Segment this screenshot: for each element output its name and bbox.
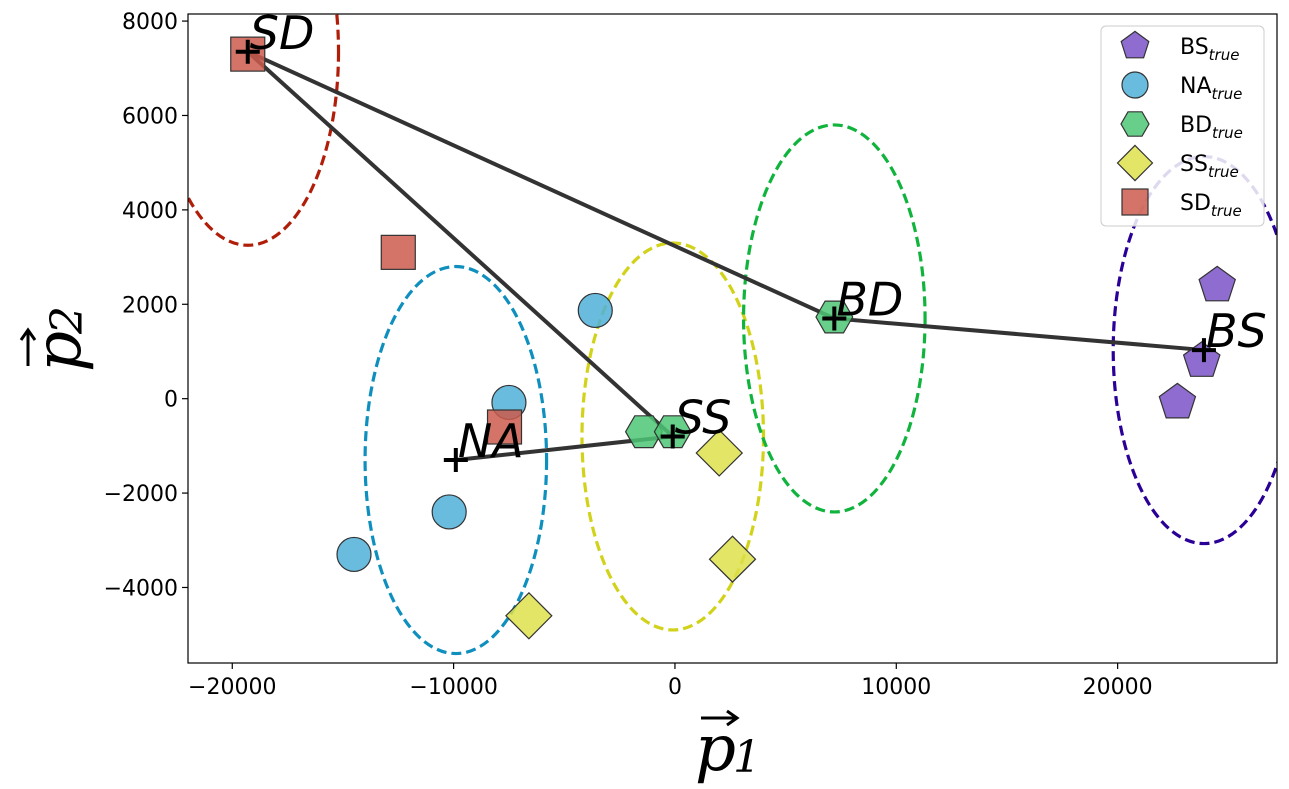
data-point-bd (624, 415, 663, 449)
x-tick-label: −10000 (409, 675, 497, 700)
centroid-marker-na (443, 448, 468, 473)
cluster-circle-na (363, 264, 549, 656)
data-point-bs (1198, 265, 1237, 302)
x-tick-label: 10000 (861, 675, 931, 700)
y-tick-label: −4000 (104, 576, 178, 601)
x-tick-label: −20000 (188, 675, 276, 700)
edge-bd-bs (834, 316, 1205, 353)
legend-label-na: NAtrue (1180, 74, 1242, 103)
centroid-label-sd: SD (250, 6, 315, 60)
centroid-marker-sd (235, 39, 260, 64)
data-point-ss (708, 535, 757, 583)
legend-marker-bd (1120, 111, 1150, 137)
legend-label-sd: SDtrue (1180, 191, 1242, 220)
cluster-circle-sd (188, 14, 341, 247)
x-axis-label-sub: 1 (733, 732, 761, 783)
legend-marker-sd (1121, 188, 1149, 216)
legend-marker-ss (1116, 144, 1154, 182)
x-axis-vector-arrowhead (726, 709, 740, 727)
y-axis-ticks: −4000 −2000 0 2000 4000 6000 8000 (104, 10, 188, 601)
legend-label-ss: SStrue (1180, 152, 1239, 181)
x-axis-ticks: −20000 −10000 0 10000 20000 (188, 663, 1153, 700)
data-point-ss (505, 591, 553, 640)
centroid-label-na: NA (458, 414, 524, 468)
centroid-edges (246, 49, 1205, 463)
y-tick-label: 2000 (122, 293, 178, 318)
data-point-na (431, 494, 467, 530)
centroid-marker-bd (822, 306, 847, 331)
y-axis-label-sub: 2 (42, 306, 93, 335)
data-point-sd (380, 234, 416, 270)
edge-sd-bd (246, 49, 836, 321)
cluster-circle-bd (741, 123, 927, 514)
data-point-bs (1158, 382, 1197, 419)
centroid-label-ss: SS (675, 390, 732, 444)
data-point-ss (695, 429, 744, 477)
y-tick-label: −2000 (104, 482, 178, 507)
legend-marker-bs (1120, 30, 1150, 59)
centroid-label-bd: BD (836, 272, 903, 326)
data-point-sd (486, 409, 523, 445)
centroid-markers: SD NA SS BD BS (235, 6, 1267, 473)
x-tick-label: 20000 (1083, 675, 1153, 700)
y-tick-label: 0 (164, 388, 178, 413)
x-axis-label: p 1 (695, 709, 761, 786)
centroid-label-bs: BS (1206, 304, 1267, 358)
centroid-marker-ss (660, 424, 685, 449)
legend-marker-na (1121, 71, 1149, 99)
x-tick-label: 0 (668, 675, 682, 700)
plot-frame (187, 13, 1278, 664)
data-point-na (336, 536, 372, 573)
y-tick-label: 8000 (122, 10, 178, 35)
centroid-marker-bs (1191, 338, 1216, 363)
y-axis-vector-arrowhead (19, 327, 37, 341)
data-point-na (577, 292, 613, 329)
y-axis-label: p 2 (19, 306, 96, 372)
data-points (230, 36, 1237, 640)
y-tick-label: 4000 (122, 199, 178, 224)
edge-sd-ss (246, 50, 675, 438)
y-tick-label: 6000 (122, 104, 178, 129)
